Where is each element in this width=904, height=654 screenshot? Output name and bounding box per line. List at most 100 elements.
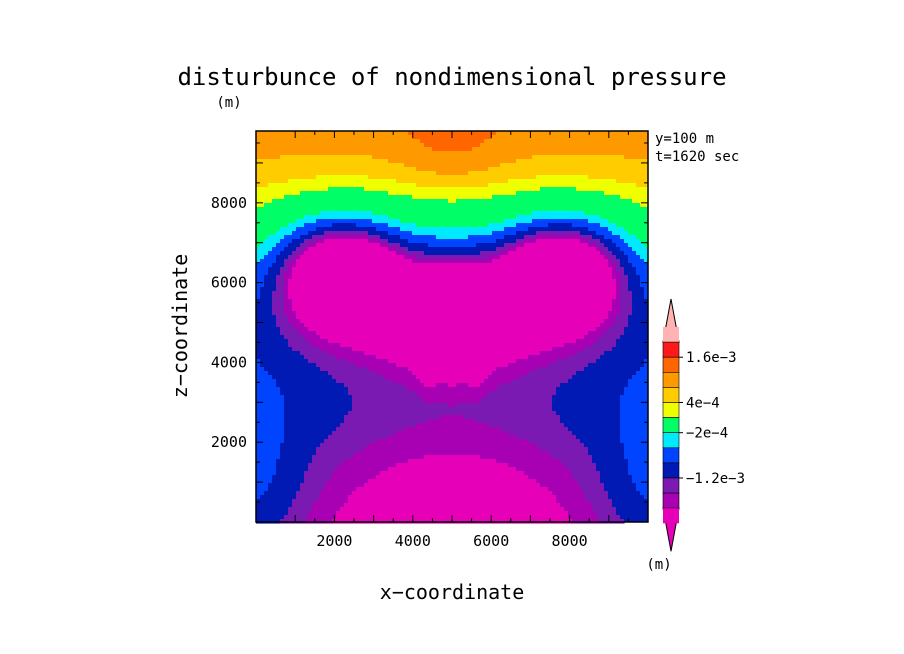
contour-cell	[620, 259, 629, 264]
contour-cell	[260, 363, 317, 368]
contour-cell	[300, 319, 605, 324]
contour-cell	[580, 235, 593, 240]
contour-cell	[608, 255, 617, 260]
contour-cell	[388, 223, 417, 228]
contour-cell	[496, 131, 648, 135]
contour-cell	[256, 203, 265, 208]
contour-cell	[632, 199, 648, 203]
contour-cell	[256, 223, 289, 228]
contour-cell	[316, 239, 325, 244]
contour-cell	[636, 183, 648, 187]
contour-cell	[640, 367, 648, 371]
contour-cell	[584, 491, 609, 496]
contour-cell	[572, 471, 601, 476]
contour-cell	[604, 351, 648, 355]
contour-cell	[556, 387, 625, 392]
contour-cell	[264, 279, 277, 284]
contour-cell	[316, 451, 357, 456]
contour-cell	[288, 267, 293, 272]
contour-cell	[288, 295, 617, 300]
contour-cell	[256, 251, 269, 256]
contour-cell	[284, 263, 289, 268]
contour-cell	[560, 459, 593, 464]
contour-cell	[596, 463, 629, 468]
contour-cell	[588, 227, 609, 232]
contour-cell	[312, 455, 353, 460]
contour-cell	[344, 459, 409, 464]
contour-cell	[556, 499, 589, 504]
contour-cell	[304, 355, 337, 360]
contour-cell	[272, 479, 305, 484]
contour-cell	[380, 239, 389, 244]
contour-cell	[600, 471, 629, 476]
contour-cell	[640, 491, 648, 495]
contour-cell	[256, 455, 281, 460]
contour-cell	[320, 443, 369, 448]
contour-cell	[624, 155, 648, 159]
contour-cell	[284, 271, 293, 276]
contour-cell	[272, 295, 285, 300]
contour-cell	[440, 415, 465, 420]
contour-cell	[316, 243, 381, 248]
contour-cell	[276, 471, 305, 476]
contour-cell	[304, 239, 317, 244]
contour-cell	[344, 419, 429, 424]
contour-cell	[620, 291, 633, 296]
contour-cell	[624, 239, 641, 244]
contour-cell	[296, 315, 609, 320]
contour-cell	[632, 303, 648, 307]
contour-cell	[400, 227, 505, 232]
contour-cell	[272, 247, 285, 252]
contour-cell	[260, 243, 277, 248]
contour-cell	[296, 327, 309, 332]
contour-cell	[568, 511, 597, 516]
contour-cell	[516, 247, 597, 252]
contour-cell	[620, 299, 633, 304]
contour-cell	[616, 243, 629, 248]
contour-cell	[620, 403, 648, 407]
contour-cell	[256, 263, 273, 268]
contour-cell	[640, 255, 648, 259]
contour-cell	[600, 323, 613, 328]
contour-cell	[312, 503, 345, 508]
contour-cell	[616, 343, 648, 347]
contour-cell	[628, 243, 645, 248]
contour-cell	[256, 459, 277, 464]
contour-cell	[280, 227, 297, 232]
contour-cell	[356, 363, 397, 368]
contour-cell	[552, 399, 621, 404]
contour-cell	[516, 215, 601, 220]
contour-cell	[300, 351, 329, 356]
x-tick-label: 4000	[395, 532, 431, 550]
contour-cell	[336, 467, 389, 472]
contour-cell	[348, 411, 557, 416]
contour-cell	[256, 343, 289, 348]
contour-cell	[372, 211, 533, 216]
contour-cell	[508, 463, 565, 468]
contour-cell	[576, 187, 648, 191]
contour-cell	[276, 379, 337, 384]
contour-cell	[256, 507, 289, 512]
contour-cell	[256, 131, 409, 136]
contour-cell	[532, 155, 625, 160]
contour-cell	[256, 183, 269, 188]
contour-cell	[496, 367, 537, 372]
contour-cell	[612, 239, 625, 244]
contour-cell	[484, 139, 648, 143]
contour-cell	[340, 343, 565, 348]
colorbar-segment	[663, 508, 679, 524]
contour-cell	[256, 423, 285, 428]
contour-cell	[284, 427, 337, 432]
contour-cell	[256, 151, 648, 155]
contour-cell	[288, 263, 297, 268]
contour-cell	[348, 387, 409, 392]
contour-cell	[276, 459, 313, 464]
x-tick-label: 8000	[552, 532, 588, 550]
contour-cell	[412, 231, 493, 236]
contour-cell	[256, 139, 421, 144]
contour-cell	[304, 251, 397, 256]
contour-cell	[312, 459, 345, 464]
contour-cell	[300, 331, 317, 336]
contour-cell	[256, 399, 285, 404]
contour-cell	[480, 143, 648, 147]
